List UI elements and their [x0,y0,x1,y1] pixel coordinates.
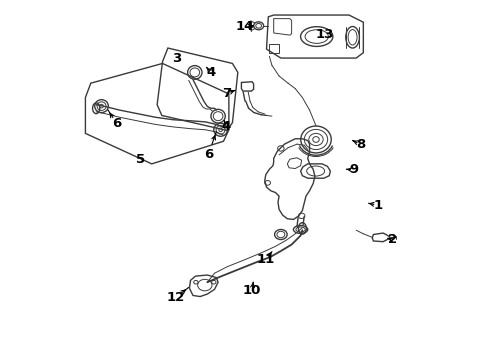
Text: 8: 8 [356,138,365,150]
Text: 5: 5 [136,153,146,166]
Text: 12: 12 [167,291,185,304]
Text: 13: 13 [316,28,334,41]
Text: 2: 2 [388,233,397,246]
Text: 4: 4 [222,121,231,134]
Text: 4: 4 [206,66,216,79]
Text: 6: 6 [112,117,121,130]
Text: 7: 7 [222,87,232,100]
Text: 9: 9 [349,163,358,176]
Text: 14: 14 [235,20,253,33]
Text: 3: 3 [172,52,181,65]
Text: 1: 1 [373,199,382,212]
Text: 11: 11 [257,253,275,266]
Text: 6: 6 [204,148,213,161]
Text: 10: 10 [243,284,261,297]
